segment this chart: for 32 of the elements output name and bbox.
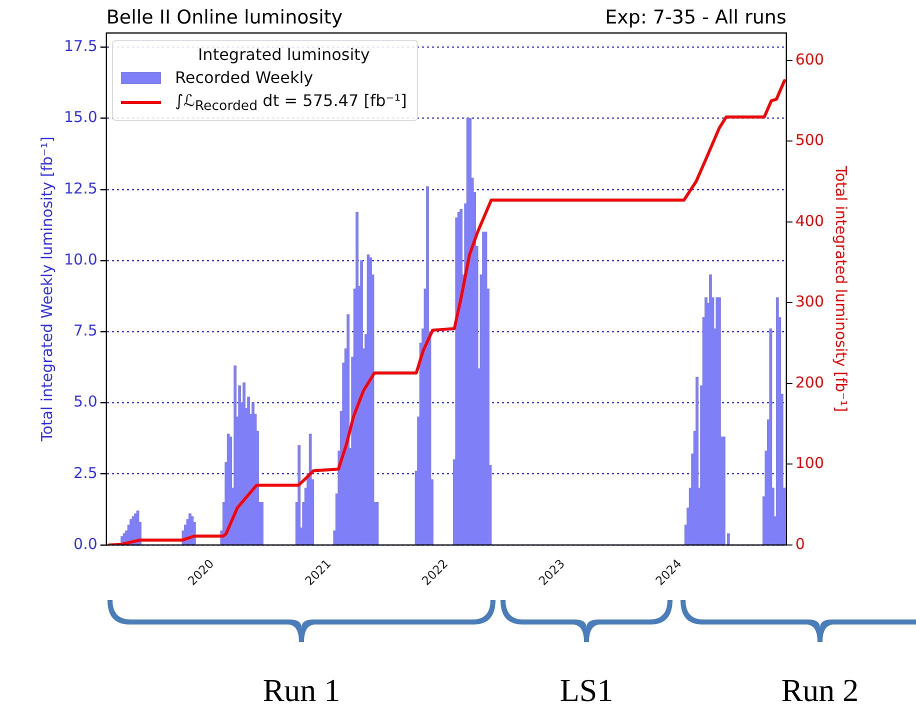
y-tick-label: 0.0 [74, 534, 98, 553]
text: Run 1 [262, 672, 342, 709]
y2-tick-label: 400 [795, 212, 824, 230]
legend-label: ∫ℒ$_{Recorded}$ dt = 575.47 [fb⁻¹] [175, 91, 407, 114]
legend-label: Recorded Weekly [175, 68, 314, 87]
y2-tick-label: 600 [795, 50, 824, 68]
y2-axis-title: Total integrated luminosity [fb⁻¹] [832, 165, 850, 412]
bar [426, 186, 429, 545]
y2-tick-label: 0 [795, 534, 805, 553]
y2-tick-label: 300 [795, 292, 824, 311]
chart-subtitle: Exp: 7-35 - All runs [605, 6, 786, 28]
text: LS1 [558, 672, 614, 709]
bar [696, 376, 698, 545]
y-tick-label: 17.5 [64, 37, 98, 56]
bar [769, 328, 772, 545]
y-tick-label: 12.5 [64, 179, 98, 198]
bar [346, 314, 350, 545]
y-tick-label: 15.0 [64, 108, 98, 126]
y2-tick-label: 200 [795, 373, 824, 392]
y2-tick-label: 100 [795, 454, 824, 472]
y-tick-label: 5.0 [74, 392, 98, 411]
bar [298, 445, 301, 545]
y-tick-label: 7.5 [74, 322, 98, 340]
y-tick-label: 2.5 [74, 464, 98, 482]
bar [718, 297, 721, 545]
y-axis-title: Total integrated Weekly luminosity [fb⁻¹] [38, 136, 56, 442]
y-tick-label: 10.0 [64, 250, 98, 268]
y2-tick-label: 500 [795, 131, 824, 150]
chart-title: Belle II Online luminosity [106, 6, 343, 28]
legend-title: Integrated luminosity [196, 45, 371, 64]
bar [260, 502, 264, 545]
text: Run 2 [780, 672, 860, 709]
